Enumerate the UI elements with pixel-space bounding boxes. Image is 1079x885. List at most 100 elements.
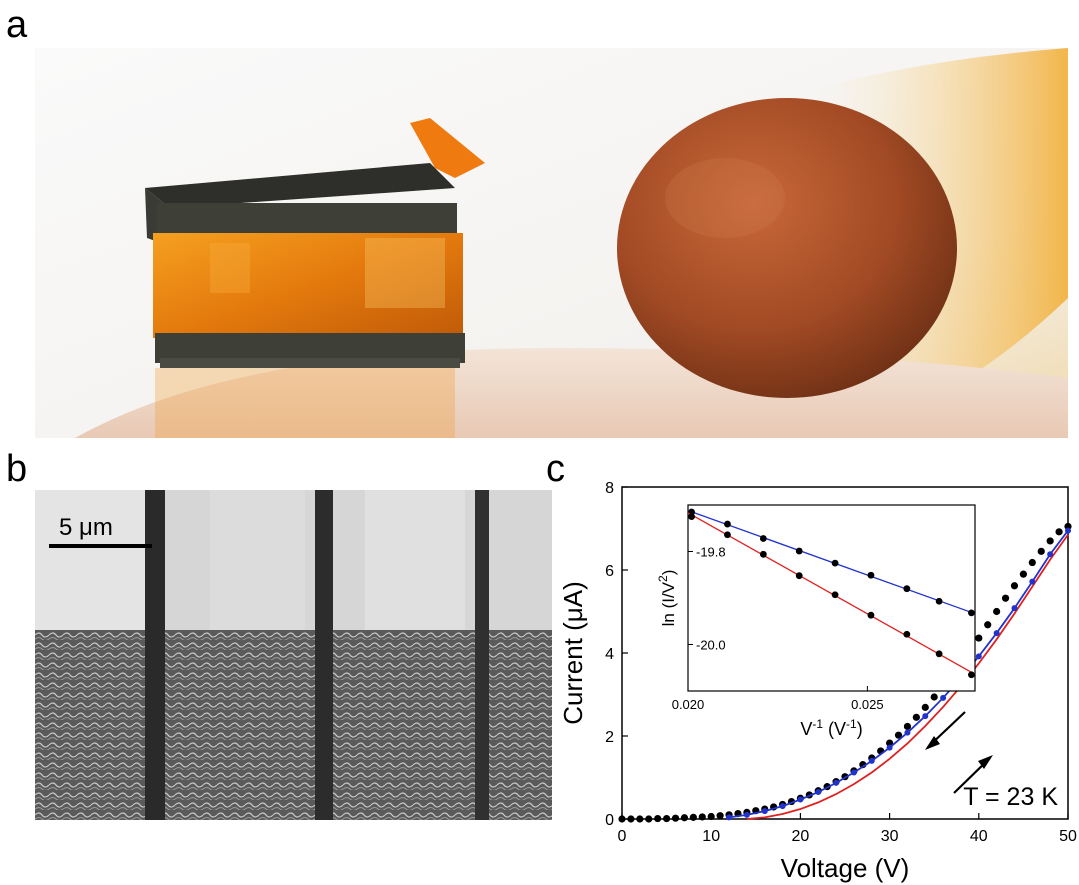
data-point [1019, 570, 1027, 578]
panel-a-letter: a [6, 4, 28, 46]
blue-point [850, 769, 857, 776]
x-tick-label: 20 [792, 828, 810, 845]
crystal-photo [35, 48, 1068, 438]
blue-point [975, 653, 982, 660]
data-point [921, 703, 929, 711]
y-axis-label: Current (μA) [560, 581, 588, 725]
scale-bar-label: 5 μm [59, 514, 113, 541]
main-series [618, 522, 1072, 823]
inset-data-point [795, 572, 803, 580]
blue-point [886, 744, 893, 751]
inset-y-tick-label: -20.0 [696, 638, 726, 653]
blue-point [1065, 527, 1071, 534]
blue-point [761, 808, 768, 815]
data-point [1010, 582, 1019, 590]
data-point [627, 815, 635, 823]
panel-b-letter: b [6, 448, 28, 490]
x-tick-label: 0 [618, 828, 627, 845]
data-point [707, 812, 715, 821]
data-point [680, 814, 689, 822]
inset-data-point [935, 597, 943, 605]
temperature-annotation: T = 23 K [963, 783, 1058, 811]
inset-fit-line [687, 512, 976, 675]
data-point [903, 722, 912, 731]
inset-data-point [867, 611, 875, 619]
blue-point [726, 814, 733, 821]
inset-data-point [903, 630, 911, 638]
x-tick-label: 10 [702, 828, 720, 845]
data-point [671, 814, 680, 822]
blue-point [1029, 578, 1036, 585]
inset-y-axis-label: ln (I/V2) [656, 570, 678, 627]
data-point [894, 731, 903, 739]
blue-point [1047, 551, 1054, 558]
inset-data-point [903, 585, 911, 593]
panel-c-letter: c [546, 448, 565, 490]
inset-data-point [831, 559, 839, 567]
data-point [716, 812, 724, 820]
data-point [645, 815, 653, 823]
inset-x-tick-label: 0.020 [672, 697, 705, 712]
inset-fit-line [687, 509, 976, 615]
inset-data-point [724, 531, 731, 539]
inset-data-point [968, 671, 975, 679]
inset-data-point [724, 520, 731, 528]
fit-line [746, 534, 1069, 820]
inset-data-point [759, 550, 767, 558]
data-point [1028, 558, 1036, 567]
data-point [636, 815, 644, 823]
data-point [1001, 594, 1010, 602]
blue-point [904, 729, 911, 736]
arrow-up-head [978, 755, 993, 769]
y-tick-label: 6 [605, 563, 614, 580]
x-tick-label: 40 [970, 828, 988, 845]
data-point [930, 693, 938, 701]
sem-micrograph: 5 μm [35, 490, 552, 820]
data-point [663, 814, 671, 823]
blue-point [779, 803, 786, 810]
blue-point [815, 789, 822, 796]
data-point [993, 607, 1001, 616]
inset-chart: 0.020 0.025 -19.8 -20.0 V-1 (V-1) ln (I/V2) [656, 504, 976, 739]
data-point [1055, 528, 1063, 536]
inset-data-point [688, 513, 695, 521]
y-tick-label: 4 [605, 646, 614, 663]
inset-data-point [935, 650, 943, 658]
inset-x-axis-label: V-1 (V-1) [800, 717, 862, 739]
arrow-down-head [925, 736, 940, 750]
data-point [618, 815, 626, 823]
sweep-arrows [925, 711, 993, 794]
inset-data-point [867, 571, 875, 579]
y-tick-label: 2 [605, 729, 614, 746]
blue-point [993, 630, 1000, 637]
blue-point [940, 694, 947, 701]
blue-point [743, 811, 750, 818]
x-axis-label: Voltage (V) [781, 853, 910, 883]
inset-frame [687, 504, 976, 692]
inset-data-point [759, 535, 767, 542]
blue-point [868, 757, 875, 764]
inset-data-point [968, 609, 975, 617]
y-tick-label: 8 [605, 480, 614, 497]
data-point [654, 814, 662, 823]
blue-point [922, 713, 929, 720]
data-point [1037, 547, 1045, 555]
data-point [1046, 537, 1054, 545]
data-point [698, 813, 706, 821]
data-point [689, 813, 697, 821]
iv-chart: 0 10 20 30 40 50 0 2 4 6 8 0.020 0.025 -19.8 -20.0 V-1… [560, 480, 1077, 883]
data-point [912, 713, 920, 721]
data-point [886, 739, 894, 747]
inset-data-point [831, 591, 839, 599]
inset-y-tick-label: -19.8 [696, 545, 726, 560]
x-tick-label: 30 [881, 828, 899, 845]
blue-point [797, 796, 804, 803]
x-tick-label: 50 [1059, 828, 1077, 845]
y-tick-label: 0 [605, 812, 614, 829]
blue-point [833, 779, 840, 786]
inset-x-tick-label: 0.025 [851, 697, 884, 712]
data-point [975, 634, 983, 642]
data-point [984, 621, 992, 629]
inset-data-point [795, 547, 803, 555]
fit-line [728, 530, 1069, 819]
